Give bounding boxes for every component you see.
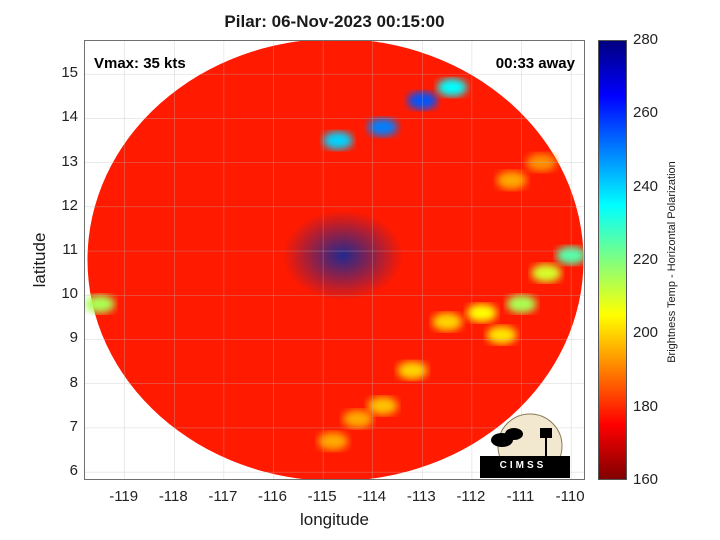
colorbar xyxy=(598,40,627,480)
x-tick-label: -115 xyxy=(307,488,337,505)
x-tick-label: -112 xyxy=(456,488,486,505)
y-tick-label: 7 xyxy=(69,417,78,435)
heatmap-plot xyxy=(85,41,584,479)
vmax-label: Vmax: 35 kts xyxy=(94,55,186,72)
x-tick-label: -116 xyxy=(258,488,287,505)
colorbar-tick-label: 280 xyxy=(633,31,659,48)
x-axis-label: longitude xyxy=(299,510,369,529)
y-tick-label: 8 xyxy=(69,373,78,391)
feature-blob-1 xyxy=(367,118,398,137)
y-tick-label: 12 xyxy=(61,196,78,214)
y-tick-label: 10 xyxy=(61,285,78,303)
storm-center-shading xyxy=(282,210,403,301)
y-tick-label: 11 xyxy=(62,241,78,259)
cimss-logo-text: CIMSS xyxy=(499,460,547,471)
colorbar-tick-label: 260 xyxy=(633,104,659,122)
y-tick-label: 13 xyxy=(61,152,78,170)
feature-blob-2 xyxy=(322,131,353,150)
y-tick-label: 9 xyxy=(69,329,78,347)
y-axis-label: latitude xyxy=(30,232,49,288)
x-tick-label: -110 xyxy=(555,488,585,505)
x-tick-label: -119 xyxy=(109,488,139,505)
feature-blob-7 xyxy=(466,303,497,322)
plot-area: Vmax: 35 kts 00:33 away xyxy=(84,40,585,480)
feature-blob-8 xyxy=(486,326,517,345)
feature-blob-12 xyxy=(397,361,428,380)
colorbar-tick-label: 220 xyxy=(633,251,659,268)
y-tick-label: 6 xyxy=(69,462,78,480)
colorbar-tick-label: 160 xyxy=(633,471,659,488)
x-tick-label: -111 xyxy=(506,488,535,505)
y-tick-label: 14 xyxy=(61,108,78,126)
feature-blob-4 xyxy=(556,246,584,265)
cimss-logo: CIMSS xyxy=(472,410,572,479)
feature-blob-10 xyxy=(496,171,527,190)
feature-blob-3 xyxy=(437,78,468,97)
feature-blob-14 xyxy=(342,410,373,429)
feature-blob-9 xyxy=(432,312,463,331)
x-tick-label: -118 xyxy=(158,488,188,505)
x-tick-label: -117 xyxy=(208,488,238,505)
y-tick-label: 15 xyxy=(61,64,78,82)
x-tick-label: -113 xyxy=(406,488,436,505)
colorbar-label: Brightness Temp - Horizontal Polarizatio… xyxy=(666,161,678,363)
feature-blob-13 xyxy=(367,396,398,415)
chart-title: Pilar: 06-Nov-2023 00:15:00 xyxy=(224,12,445,31)
colorbar-tick-label: 200 xyxy=(633,324,659,342)
feature-blob-16 xyxy=(85,295,115,314)
x-tick-label: -114 xyxy=(357,488,387,505)
time-away-label: 00:33 away xyxy=(495,55,575,72)
feature-blob-5 xyxy=(531,264,562,283)
feature-blob-15 xyxy=(318,432,349,451)
colorbar-tick-label: 180 xyxy=(633,397,659,415)
colorbar-tick-label: 240 xyxy=(633,177,659,195)
